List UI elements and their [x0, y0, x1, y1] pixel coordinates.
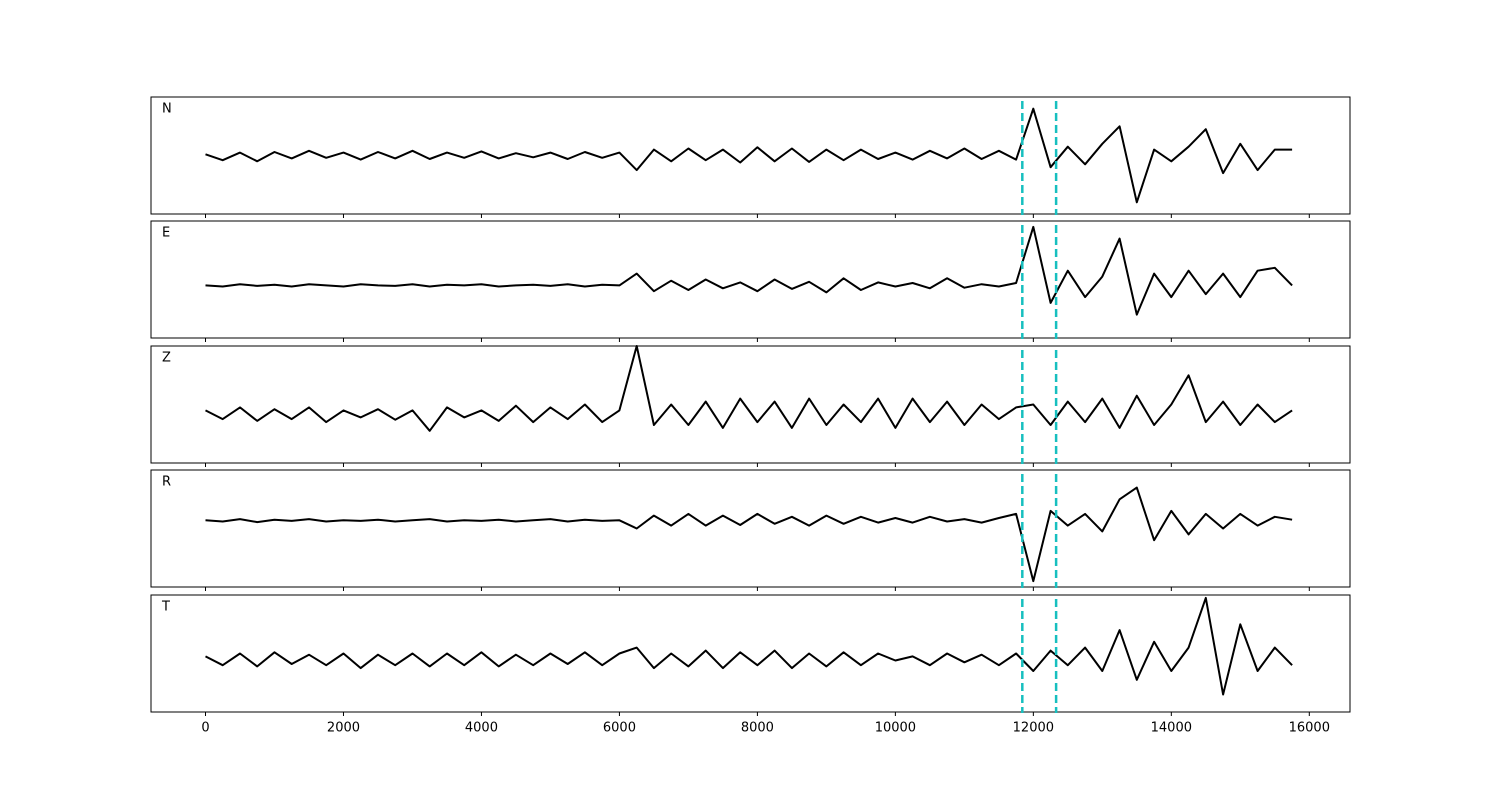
- trace: [205, 225, 1293, 316]
- x-tick-label: 2000: [327, 721, 360, 736]
- trace: [205, 107, 1293, 204]
- panel-frame: [150, 345, 1351, 464]
- x-tick-label: 16000: [1289, 721, 1330, 736]
- panel-frame: [150, 594, 1351, 713]
- x-tick-label: 14000: [1151, 721, 1192, 736]
- panel-label: E: [162, 226, 170, 241]
- panel-label: Z: [162, 351, 171, 366]
- panel-label: R: [162, 475, 171, 490]
- x-tick-label: 6000: [603, 721, 636, 736]
- x-tick-label: 4000: [465, 721, 498, 736]
- trace: [205, 345, 1293, 432]
- x-tick-label: 0: [201, 721, 209, 736]
- panel-frame: [150, 96, 1351, 215]
- x-tick-label: 12000: [1013, 721, 1054, 736]
- trace: [205, 596, 1293, 696]
- panel-label: N: [162, 102, 172, 117]
- x-tick-label: 8000: [741, 721, 774, 736]
- trace: [205, 486, 1293, 583]
- panel-frame: [150, 220, 1351, 339]
- x-tick-label: 10000: [875, 721, 916, 736]
- panel-frame: [150, 469, 1351, 588]
- panel-label: T: [161, 600, 170, 615]
